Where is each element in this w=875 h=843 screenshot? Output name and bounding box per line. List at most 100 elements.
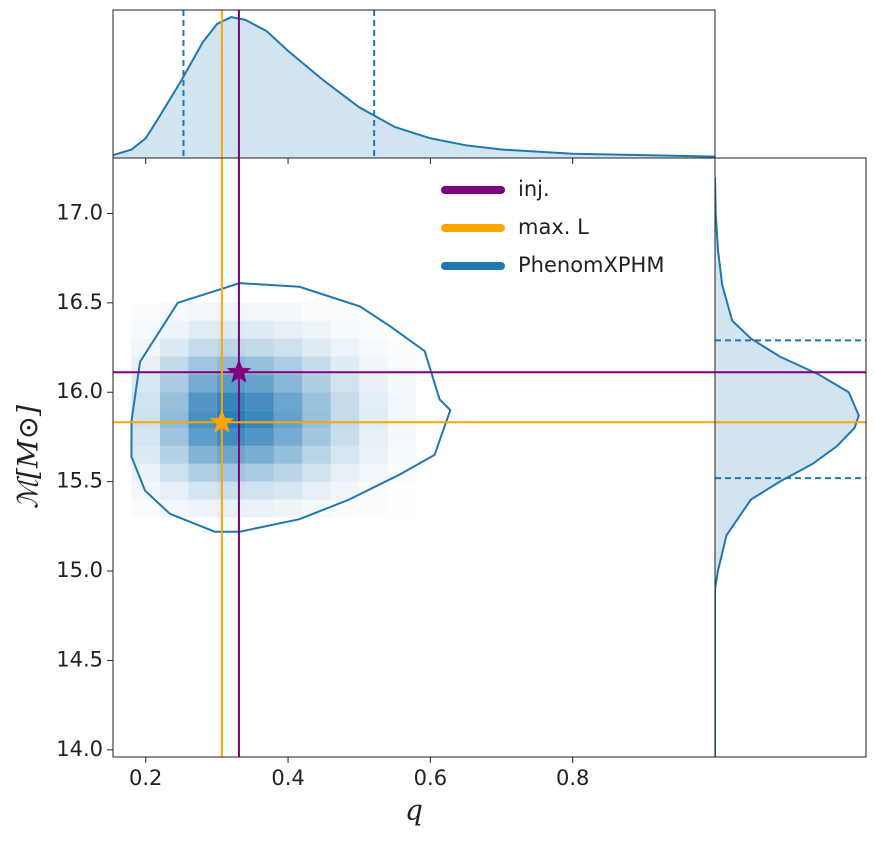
heatmap-cell [302,374,331,393]
heatmap-cell [302,320,331,339]
heatmap-cell [330,392,360,411]
heatmap-cell [359,410,388,428]
heatmap-cell [159,356,189,375]
heatmap-cell [188,302,217,321]
heatmap-cell [245,374,274,393]
heatmap-cell [273,356,303,375]
heatmap-cell [330,427,360,446]
y-axis-label: ℳ[M⊙] [12,405,45,509]
y-tick-label: 15.0 [56,558,103,582]
heatmap-cell [188,320,217,339]
heatmap-cell [359,303,387,321]
heatmap-cell [159,374,189,393]
heatmap-cell [131,427,160,446]
heatmap-cell [302,356,331,375]
axes-frame [714,157,867,758]
y-tick-label: 14.0 [56,737,103,761]
heatmap-cell [188,356,217,375]
heatmap-cell [188,410,217,428]
legend-label: max. L [518,215,589,239]
y-tick-label: 15.5 [56,469,103,493]
heatmap-cell [388,446,416,464]
heatmap-cell [131,392,160,411]
heatmap-cell [245,356,274,375]
main-panel [130,282,452,533]
heatmap-cell [273,463,303,482]
y-tick-label: 14.5 [56,647,103,671]
heatmap-cell [359,321,387,339]
axes-frame [112,9,716,159]
heatmap-cell [359,482,387,500]
star-marker [226,359,252,383]
heatmap-cell [302,410,331,428]
heatmap-cell [330,356,360,375]
heatmap-cell [388,500,416,518]
heatmap-cell [359,374,388,393]
heatmap-cell [273,374,303,393]
heatmap-cell [159,427,189,446]
heatmap-cell [273,499,303,518]
y-tick-label: 17.0 [56,200,103,224]
heatmap-cell [159,481,189,500]
heatmap-cell [160,303,188,321]
x-tick-label: 0.2 [129,766,162,790]
x-tick-label: 0.4 [271,766,304,790]
heatmap-cell [159,392,189,411]
heatmap-cell [330,374,360,393]
legend-label: inj. [518,177,550,201]
heatmap-cell [359,392,388,411]
heatmap-cell [387,374,417,393]
heatmap-cell [302,445,331,464]
heatmap-cell [359,339,387,357]
heatmap-cell [245,320,274,339]
heatmap-cell [245,392,274,411]
heatmap-cell [331,321,359,339]
legend-label: PhenomXPHM [518,253,664,277]
heatmap-cell [159,338,189,357]
x-axis-label: q [405,794,423,827]
heatmap-cell [302,303,330,321]
heatmap-cell [273,320,303,339]
heatmap-cell [188,499,217,518]
heatmap-cell [273,427,303,446]
heatmap-cell [359,356,388,375]
y-tick-label: 16.0 [56,379,103,403]
heatmap-cell [188,392,217,411]
heatmap-cell [388,303,416,321]
heatmap-cell [330,338,360,357]
heatmap-cell [359,463,388,482]
heatmap-cell [302,392,331,411]
heatmap-cell [159,445,189,464]
y-tick-label: 16.5 [56,290,103,314]
heatmap-cell [330,410,360,428]
heatmap-cell [132,500,160,518]
heatmap-cell [131,410,160,428]
heatmap-cell [273,338,303,357]
heatmap-cell [188,338,217,357]
marginal-line [715,177,860,590]
x-tick-label: 0.6 [414,766,447,790]
heatmap-cell [302,481,331,500]
heatmap-cell [330,481,360,500]
heatmap-cell [387,427,417,446]
heatmap-cell [330,463,360,482]
heatmap-cell [245,463,274,482]
heatmap-cell [159,499,189,518]
heatmap-cell [359,500,387,518]
heatmap-cell [359,427,388,446]
marginal-line [113,16,715,158]
heatmap-cell [330,445,360,464]
contour [130,282,452,533]
heatmap-cell [388,482,416,500]
marginal-area [715,177,859,589]
heatmap-cell [188,481,217,500]
heatmap-cell [245,499,274,518]
heatmap-cell [132,303,160,321]
heatmap-cell [245,338,274,357]
marginal-area [113,17,715,158]
right-panel [715,177,866,757]
x-tick-label: 0.8 [556,766,589,790]
heatmap-cell [387,410,417,428]
heatmap-cell [188,427,217,446]
